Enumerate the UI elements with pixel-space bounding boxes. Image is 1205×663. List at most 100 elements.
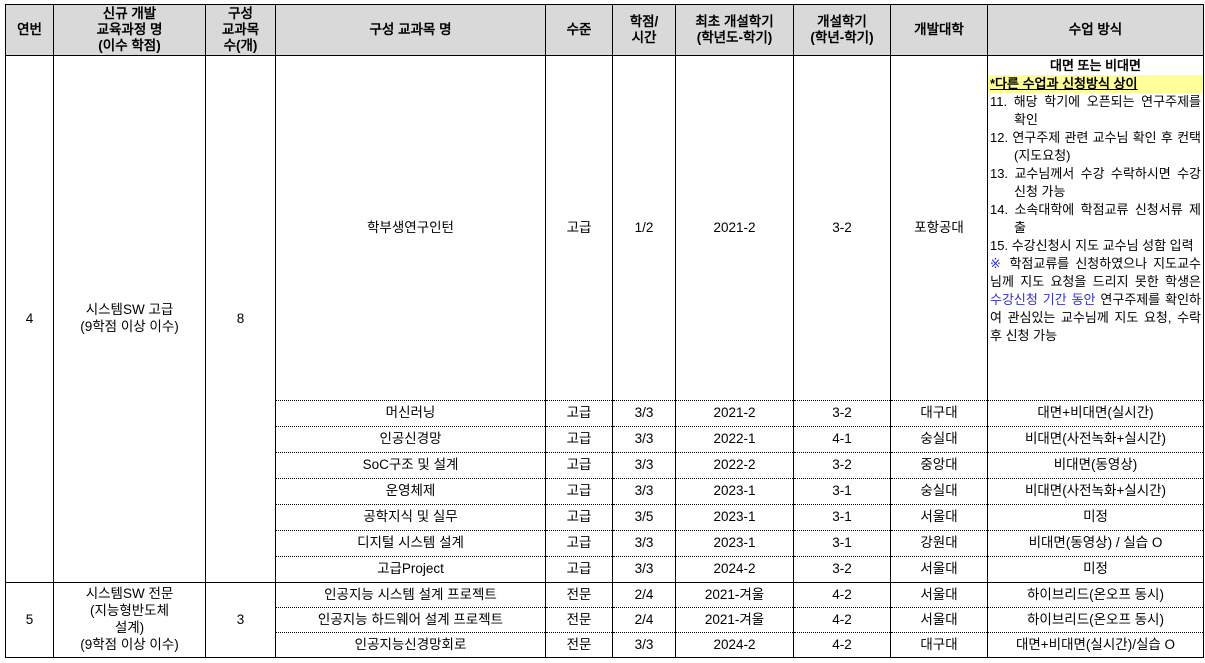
cell-course-name: 공학지식 및 실무 <box>275 504 546 531</box>
table-header: 연번 신규 개발 교육과정 명 (이수 학점) 구성 교과목 수(개) 구성 교과목 … <box>5 4 1204 56</box>
cell-credit-hours: 1/2 <box>612 55 676 401</box>
cell-method: 미정 <box>987 556 1204 583</box>
cell-credit-hours: 3/3 <box>612 478 676 505</box>
cell-first-semester: 2021-2 <box>675 55 794 401</box>
cell-level: 고급 <box>545 426 613 453</box>
cell-course-name: 운영체제 <box>275 478 546 505</box>
cell-level: 고급 <box>545 400 613 427</box>
cell-first-semester: 2021-2 <box>675 400 794 427</box>
cell-group-no: 4 <box>5 55 54 583</box>
table-body: 4 시스템SW 고급 (9학점 이상 이수) 8 학부생연구인턴 고급 1/2 2021-2… <box>5 55 1204 658</box>
method-step-text: 연구주제 관련 교수님 확인 후 컨택(지도요청) <box>1012 130 1201 163</box>
course-row: 운영체제 고급 3/3 2023-1 3-1 숭실대 비대면(사전녹화+실시간) <box>6 478 1204 505</box>
cell-university: 대구대 <box>890 632 988 658</box>
cell-university: 서울대 <box>890 504 988 531</box>
column-header-course-name: 구성 교과목 명 <box>275 4 546 56</box>
cell-university: 대구대 <box>890 400 988 427</box>
column-header-credit-hours: 학점/ 시간 <box>612 4 676 56</box>
course-row: 인공신경망 고급 3/3 2022-1 4-1 숭실대 비대면(사전녹화+실시간) <box>6 426 1204 453</box>
method-step: 13. 교수님께서 수강 수락하시면 수강신청 가능 <box>989 165 1203 201</box>
cell-course-name: 인공지능 하드웨어 설계 프로젝트 <box>275 607 546 633</box>
footnote-segment: 연구주제를 확인하여 관심있는 교수님께 지도 요청, 수락 후 신청 가능 <box>990 292 1201 343</box>
cell-course-name: 학부생연구인턴 <box>275 55 546 401</box>
cell-program-name: 시스템SW 고급 (9학점 이상 이수) <box>53 55 206 583</box>
method-step-number: 15. <box>990 238 1009 253</box>
cell-course-name: 인공지능 시스템 설계 프로젝트 <box>275 582 546 608</box>
cell-semester: 3-2 <box>793 55 891 401</box>
footnote-segment-blue: 수강신청 기간 동안 <box>990 292 1096 307</box>
cell-program-name: 시스템SW 전문 (지능형반도체 설계) (9학점 이상 이수) <box>53 582 206 658</box>
cell-semester: 3-1 <box>793 478 891 505</box>
cell-semester: 4-2 <box>793 582 891 608</box>
cell-method: 대면+비대면(실시간) <box>987 400 1204 427</box>
cell-university: 포항공대 <box>890 55 988 401</box>
method-step: 11. 해당 학기에 오픈되는 연구주제를 확인 <box>989 93 1203 129</box>
cell-method-detail: 대면 또는 비대면 *다른 수업과 신청방식 상이 11. 해당 학기에 오픈되는 … <box>987 55 1204 401</box>
column-header-method: 수업 방식 <box>987 4 1204 56</box>
cell-first-semester: 2023-1 <box>675 530 794 557</box>
method-step-text: 교수님께서 수강 수락하시면 수강신청 가능 <box>1014 166 1201 199</box>
cell-semester: 4-2 <box>793 607 891 633</box>
cell-credit-hours: 3/3 <box>612 452 676 479</box>
curriculum-table: 연번 신규 개발 교육과정 명 (이수 학점) 구성 교과목 수(개) 구성 교과목 … <box>5 4 1204 658</box>
cell-university: 숭실대 <box>890 426 988 453</box>
cell-first-semester: 2021-겨울 <box>675 582 794 608</box>
method-title: 대면 또는 비대면 <box>1050 58 1141 73</box>
cell-level: 고급 <box>545 504 613 531</box>
cell-first-semester: 2023-1 <box>675 478 794 505</box>
cell-credit-hours: 3/3 <box>612 556 676 583</box>
method-step-number: 13. <box>990 166 1009 181</box>
cell-course-count: 3 <box>205 582 276 658</box>
cell-method: 비대면(동영상) / 실습 O <box>987 530 1204 557</box>
cell-method: 대면+비대면(실시간)/실습 O <box>987 632 1204 658</box>
method-step-text: 수강신청시 지도 교수님 성함 입력 <box>1011 238 1194 253</box>
method-step: 12. 연구주제 관련 교수님 확인 후 컨택(지도요청) <box>989 129 1203 165</box>
method-step-text: 해당 학기에 오픈되는 연구주제를 확인 <box>1013 94 1201 127</box>
curriculum-table-page: { "colors":{ "border":"#000000", "header… <box>0 4 1205 663</box>
course-row: 머신러닝 고급 3/3 2021-2 3-2 대구대 대면+비대면(실시간) <box>6 400 1204 427</box>
cell-method: 비대면(동영상) <box>987 452 1204 479</box>
column-header-program: 신규 개발 교육과정 명 (이수 학점) <box>53 4 206 56</box>
cell-semester: 3-2 <box>793 400 891 427</box>
cell-university: 서울대 <box>890 582 988 608</box>
cell-credit-hours: 2/4 <box>612 607 676 633</box>
cell-university: 서울대 <box>890 556 988 583</box>
course-row: 인공지능신경망회로 전문 3/3 2024-2 4-2 대구대 대면+비대면(실시간)/실습… <box>6 632 1204 658</box>
cell-university: 숭실대 <box>890 478 988 505</box>
cell-credit-hours: 3/3 <box>612 426 676 453</box>
cell-university: 강원대 <box>890 530 988 557</box>
method-footnote: ※ 학점교류를 신청하였으나 지도교수님께 지도 요청을 드리지 못한 학생은 … <box>989 255 1203 345</box>
method-step: 14. 소속대학에 학점교류 신청서류 제출 <box>989 201 1203 237</box>
cell-level: 고급 <box>545 452 613 479</box>
course-row: 4 시스템SW 고급 (9학점 이상 이수) 8 학부생연구인턴 고급 1/2 2021-2… <box>5 55 1204 583</box>
cell-first-semester: 2024-2 <box>675 632 794 658</box>
cell-level: 전문 <box>545 607 613 633</box>
cell-credit-hours: 3/3 <box>612 632 676 658</box>
cell-university: 중앙대 <box>890 452 988 479</box>
column-header-university: 개발대학 <box>890 4 988 56</box>
method-step-number: 11. <box>990 94 1008 109</box>
column-header-course-count: 구성 교과목 수(개) <box>205 4 276 56</box>
method-highlight-note: *다른 수업과 신청방식 상이 <box>988 75 1203 93</box>
method-step-number: 12. <box>990 130 1009 145</box>
course-row: 공학지식 및 실무 고급 3/5 2023-1 3-1 서울대 미정 <box>6 504 1204 531</box>
cell-method: 하이브리드(온오프 동시) <box>987 607 1204 633</box>
cell-course-name: 인공신경망 <box>275 426 546 453</box>
cell-first-semester: 2023-1 <box>675 504 794 531</box>
cell-level: 고급 <box>545 530 613 557</box>
column-header-level: 수준 <box>545 4 613 56</box>
cell-credit-hours: 3/3 <box>612 530 676 557</box>
cell-credit-hours: 3/3 <box>612 400 676 427</box>
course-row: SoC구조 및 설계 고급 3/3 2022-2 3-2 중앙대 비대면(동영상) <box>6 452 1204 479</box>
footnote-segment-blue: ※ <box>990 256 1010 271</box>
course-row: 인공지능 하드웨어 설계 프로젝트 전문 2/4 2021-겨울 4-2 서울대 하이브리드… <box>6 607 1204 633</box>
cell-course-name: SoC구조 및 설계 <box>275 452 546 479</box>
cell-first-semester: 2022-1 <box>675 426 794 453</box>
column-header-no: 연번 <box>5 4 54 56</box>
cell-credit-hours: 3/5 <box>612 504 676 531</box>
cell-level: 고급 <box>545 55 613 401</box>
cell-first-semester: 2024-2 <box>675 556 794 583</box>
cell-group-no: 5 <box>5 582 54 658</box>
cell-semester: 3-2 <box>793 452 891 479</box>
cell-method: 하이브리드(온오프 동시) <box>987 582 1204 608</box>
